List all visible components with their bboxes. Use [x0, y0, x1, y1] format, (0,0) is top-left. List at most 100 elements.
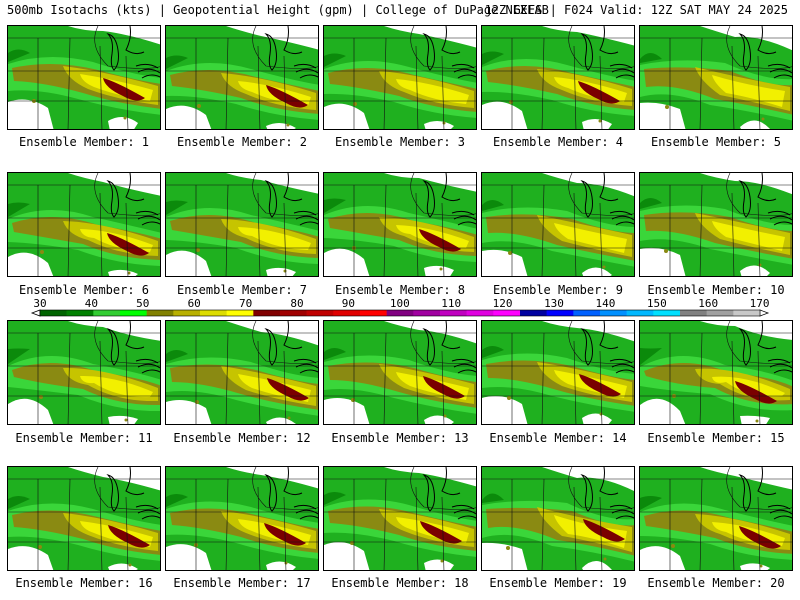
colorbar-tick-label: 90 — [342, 297, 355, 310]
ensemble-member-3-map — [323, 25, 477, 130]
chart-title: 500mb Isotachs (kts) | Geopotential Heig… — [7, 3, 549, 17]
ensemble-member-label: Ensemble Member: 14 — [489, 431, 627, 445]
colorbar-swatch — [226, 310, 254, 316]
colorbar-tick-label: 100 — [390, 297, 410, 310]
isotach-map — [8, 321, 160, 424]
isotach-map — [482, 467, 634, 570]
colorbar-tick-label: 150 — [647, 297, 667, 310]
ensemble-member-label: Ensemble Member: 11 — [15, 431, 153, 445]
colorbar-right-arrow-icon — [759, 309, 770, 317]
colorbar-swatch — [93, 310, 121, 316]
isotach-map — [166, 173, 318, 276]
isotach-map — [166, 26, 318, 129]
colorbar: 30 40 50 60 70 80 90 100 110 120 130 140 150 160 170 — [30, 297, 770, 317]
colorbar-swatch — [706, 310, 734, 316]
colorbar-swatch — [413, 310, 441, 316]
ensemble-member-2-map — [165, 25, 319, 130]
ensemble-member-label: Ensemble Member: 3 — [334, 135, 466, 149]
colorbar-swatch — [466, 310, 494, 316]
ensemble-member-16-map — [7, 466, 161, 571]
colorbar-left-arrow-icon — [30, 309, 41, 317]
colorbar-swatch — [333, 310, 361, 316]
ensemble-member-label: Ensemble Member: 18 — [331, 576, 469, 590]
isotach-map — [324, 173, 476, 276]
ensemble-member-label: Ensemble Member: 4 — [492, 135, 624, 149]
ensemble-member-label: Ensemble Member: 10 — [647, 283, 785, 297]
ensemble-member-label: Ensemble Member: 16 — [15, 576, 153, 590]
colorbar-tick-label: 80 — [290, 297, 303, 310]
colorbar-swatch — [653, 310, 681, 316]
ensemble-member-4-map — [481, 25, 635, 130]
ensemble-member-19-map — [481, 466, 635, 571]
isotach-map — [482, 26, 634, 129]
isotach-map — [8, 26, 160, 129]
ensemble-member-8-map — [323, 172, 477, 277]
ensemble-member-label: Ensemble Member: 2 — [176, 135, 308, 149]
ensemble-member-label: Ensemble Member: 13 — [331, 431, 469, 445]
colorbar-swatch — [146, 310, 174, 316]
ensemble-member-label: Ensemble Member: 8 — [334, 283, 466, 297]
ensemble-member-14-map — [481, 320, 635, 425]
ensemble-member-label: Ensemble Member: 20 — [647, 576, 785, 590]
ensemble-member-label: Ensemble Member: 5 — [650, 135, 782, 149]
ensemble-member-label: Ensemble Member: 19 — [489, 576, 627, 590]
ensemble-member-label: Ensemble Member: 6 — [18, 283, 150, 297]
ensemble-member-15-map — [639, 320, 793, 425]
colorbar-swatch — [626, 310, 654, 316]
ensemble-member-label: Ensemble Member: 9 — [492, 283, 624, 297]
colorbar-tick-label: 140 — [595, 297, 615, 310]
ensemble-member-18-map — [323, 466, 477, 571]
colorbar-swatch — [386, 310, 414, 316]
colorbar-swatch — [280, 310, 307, 316]
colorbar-swatch — [306, 310, 334, 316]
colorbar-tick-label: 170 — [750, 297, 770, 310]
colorbar-swatch — [546, 310, 574, 316]
colorbar-swatch — [253, 310, 281, 316]
colorbar-swatch — [173, 310, 201, 316]
colorbar-swatch — [680, 310, 707, 316]
isotach-map — [324, 467, 476, 570]
ensemble-member-label: Ensemble Member: 12 — [173, 431, 311, 445]
colorbar-tick-label: 160 — [698, 297, 718, 310]
ensemble-member-9-map — [481, 172, 635, 277]
isotach-map — [640, 173, 792, 276]
ensemble-member-20-map — [639, 466, 793, 571]
ensemble-member-label: Ensemble Member: 15 — [647, 431, 785, 445]
colorbar-tick-label: 30 — [33, 297, 46, 310]
ensemble-member-11-map — [7, 320, 161, 425]
isotach-map — [324, 26, 476, 129]
ensemble-member-13-map — [323, 320, 477, 425]
colorbar-tick-label: 110 — [441, 297, 461, 310]
colorbar-swatch — [66, 310, 94, 316]
colorbar-tick-label: 60 — [188, 297, 201, 310]
isotach-map — [640, 321, 792, 424]
colorbar-swatch — [733, 310, 761, 316]
isotach-map — [166, 467, 318, 570]
colorbar-tick-label: 130 — [544, 297, 564, 310]
ensemble-member-17-map — [165, 466, 319, 571]
isotach-map — [482, 321, 634, 424]
isotach-map — [324, 321, 476, 424]
colorbar-swatch — [440, 310, 467, 316]
ensemble-member-label: Ensemble Member: 17 — [173, 576, 311, 590]
colorbar-swatch — [200, 310, 227, 316]
ensemble-member-5-map — [639, 25, 793, 130]
ensemble-member-6-map — [7, 172, 161, 277]
isotach-map — [8, 467, 160, 570]
isotach-map — [482, 173, 634, 276]
isotach-map — [640, 467, 792, 570]
colorbar-swatch — [120, 310, 147, 316]
colorbar-swatch — [40, 310, 67, 316]
ensemble-member-12-map — [165, 320, 319, 425]
ensemble-member-10-map — [639, 172, 793, 277]
colorbar-swatch — [573, 310, 601, 316]
ensemble-member-label: Ensemble Member: 7 — [176, 283, 308, 297]
isotach-map — [166, 321, 318, 424]
ensemble-member-1-map — [7, 25, 161, 130]
colorbar-swatch — [493, 310, 521, 316]
isotach-map — [640, 26, 792, 129]
colorbar-swatch — [360, 310, 387, 316]
colorbar-swatch — [600, 310, 627, 316]
ensemble-member-7-map — [165, 172, 319, 277]
isotach-map — [8, 173, 160, 276]
